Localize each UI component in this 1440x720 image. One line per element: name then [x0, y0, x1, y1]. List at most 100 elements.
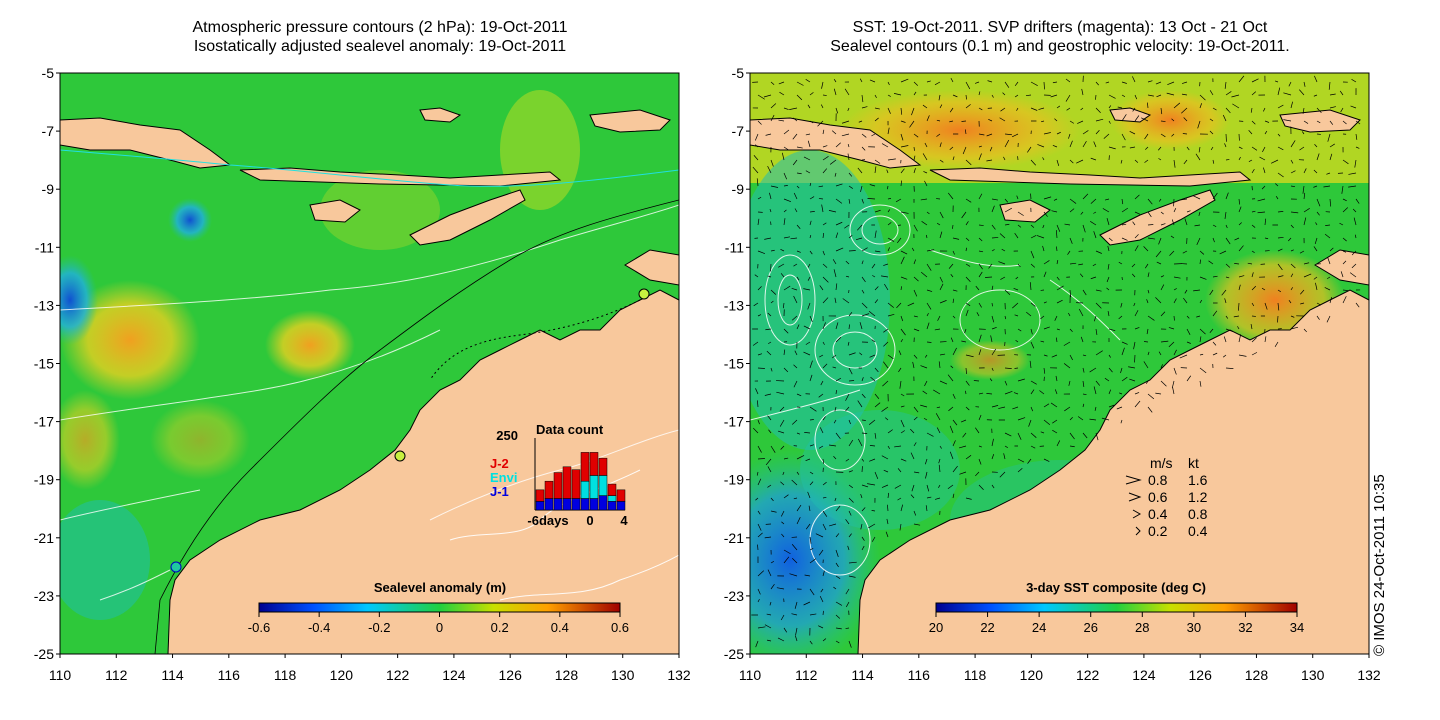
velocity-arrow: [1329, 93, 1336, 96]
velocity-arrow: [1199, 353, 1204, 356]
velocity-arrow: [1324, 233, 1331, 239]
velocity-arrow: [886, 518, 889, 525]
velocity-arrow: [1173, 367, 1177, 375]
velocity-arrow: [1043, 354, 1048, 357]
australia-land: [624, 249, 679, 286]
velocity-arrow: [765, 328, 772, 331]
velocity-arrow: [1194, 224, 1201, 227]
velocity-arrow: [926, 249, 935, 252]
velocity-arrow: [1158, 351, 1162, 356]
velocity-arrow: [834, 406, 837, 412]
velocity-arrow: [999, 117, 1006, 122]
velocity-arrow: [1184, 218, 1188, 226]
velocity-arrow: [835, 505, 841, 512]
velocity-arrow: [1290, 249, 1294, 252]
velocity-arrow: [1342, 237, 1347, 242]
velocity-arrow: [1224, 298, 1227, 304]
velocity-arrow: [1186, 328, 1191, 335]
velocity-arrow: [881, 406, 889, 412]
velocity-arrow: [1352, 208, 1357, 213]
velocity-arrow: [1105, 81, 1110, 84]
tide-gauge-marker[interactable]: [170, 561, 182, 573]
velocity-arrow: [1094, 406, 1097, 411]
velocity-arrow: [1169, 250, 1175, 256]
velocity-arrow: [803, 351, 811, 356]
velocity-arrow: [1043, 211, 1048, 217]
velocity-arrow: [1040, 431, 1045, 434]
velocity-arrow: [900, 393, 905, 397]
velocity-arrow: [965, 455, 972, 460]
velocity-arrow: [807, 302, 811, 310]
velocity-arrow: [1038, 107, 1045, 110]
velocity-arrow: [1238, 354, 1247, 357]
velocity-arrow: [1120, 302, 1123, 308]
velocity-arrow: [923, 171, 928, 174]
velocity-arrow: [1056, 285, 1064, 291]
velocity-arrow: [1181, 81, 1188, 84]
velocity-legend-kt: 0.4: [1188, 523, 1208, 539]
velocity-arrow: [978, 414, 982, 421]
velocity-arrow: [1026, 311, 1032, 317]
velocity-arrow: [783, 146, 789, 151]
velocity-arrow: [939, 142, 942, 148]
velocity-arrow: [1290, 140, 1296, 148]
velocity-arrow: [1069, 120, 1075, 124]
velocity-arrow: [835, 601, 843, 606]
velocity-arrow: [828, 444, 837, 447]
velocity-arrow: [757, 588, 761, 595]
velocity-arrow: [1043, 367, 1046, 374]
velocity-arrow: [872, 275, 876, 278]
velocity-arrow: [1079, 273, 1084, 278]
velocity-arrow: [848, 250, 856, 252]
velocity-arrow: [1050, 402, 1058, 408]
velocity-arrow: [1290, 326, 1299, 330]
tide-gauge-marker[interactable]: [394, 450, 406, 462]
velocity-arrow: [1095, 94, 1097, 100]
velocity-arrow: [950, 77, 954, 83]
velocity-arrow: [884, 283, 889, 291]
velocity-arrow: [757, 400, 759, 408]
velocity-arrow: [900, 256, 905, 265]
velocity-arrow: [869, 184, 876, 187]
velocity-arrow: [1004, 223, 1010, 226]
velocity-arrow: [1004, 390, 1013, 395]
velocity-arrow: [952, 298, 955, 304]
velocity-arrow: [764, 393, 772, 396]
velocity-arrow: [1092, 263, 1097, 267]
velocity-arrow: [1225, 192, 1229, 200]
velocity-arrow: [861, 432, 868, 434]
velocity-arrow: [869, 354, 876, 358]
data-count-bar-j2: [553, 472, 563, 499]
velocity-arrow: [881, 143, 889, 148]
velocity-arrow: [1329, 143, 1335, 148]
velocity-arrow: [1118, 261, 1123, 265]
velocity-arrow: [1016, 195, 1019, 200]
velocity-arrow: [847, 341, 850, 346]
velocity-arrow: [1067, 250, 1071, 255]
velocity-arrow: [1171, 118, 1175, 122]
velocity-arrow: [1056, 276, 1060, 281]
velocity-arrow: [947, 192, 954, 200]
velocity-arrow: [887, 237, 895, 242]
velocity-arrow: [1030, 432, 1037, 438]
velocity-arrow: [1147, 289, 1150, 294]
velocity-arrow: [778, 119, 785, 122]
velocity-arrow: [1050, 94, 1058, 98]
velocity-arrow: [894, 445, 902, 448]
velocity-arrow: [1171, 380, 1175, 389]
velocity-arrow: [766, 350, 772, 356]
velocity-arrow: [952, 393, 956, 399]
velocity-arrow: [845, 519, 850, 525]
tide-gauge-marker[interactable]: [638, 288, 650, 300]
velocity-arrow: [1030, 250, 1035, 259]
velocity-arrow: [964, 129, 967, 135]
velocity-arrow: [791, 613, 798, 616]
velocity-arrow: [1233, 315, 1240, 318]
velocity-arrow: [780, 510, 785, 517]
velocity-arrow: [1184, 289, 1188, 294]
velocity-arrow: [1158, 198, 1162, 202]
velocity-arrow: [1147, 94, 1154, 97]
velocity-arrow: [868, 523, 876, 529]
velocity-arrow: [1353, 217, 1357, 226]
velocity-arrow: [1198, 211, 1201, 216]
